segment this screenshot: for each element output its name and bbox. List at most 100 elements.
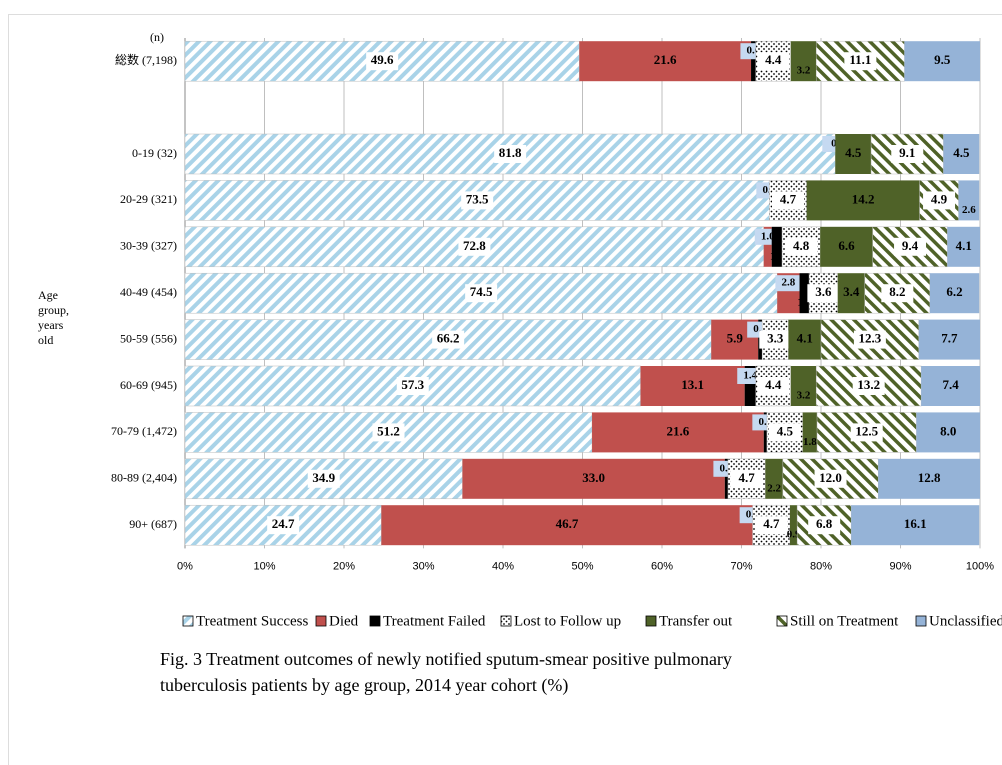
data-label: 73.5 [466, 191, 489, 206]
bar-segment [904, 41, 980, 82]
bar-segment [788, 319, 821, 360]
bar-segment [579, 41, 752, 82]
data-label: 8.2 [889, 284, 905, 299]
label-box [267, 516, 300, 535]
label-box [768, 423, 801, 442]
label-box [785, 237, 818, 256]
data-label: 4.9 [931, 191, 948, 206]
data-label: 1.8 [803, 436, 817, 448]
data-label: 4.7 [780, 191, 797, 206]
y-tick-label: 20-29 (321) [120, 192, 177, 206]
legend-label: Unclassified [929, 613, 1002, 629]
label-box [844, 52, 877, 71]
label-box [432, 330, 465, 349]
bar-segment [790, 41, 817, 82]
label-box [755, 516, 788, 535]
x-tick-label: 0% [177, 560, 193, 572]
caption: Fig. 3 Treatment outcomes of newly notif… [160, 646, 732, 698]
data-label: 34.9 [312, 470, 335, 485]
data-label: 6.2 [946, 284, 962, 299]
legend-label: Died [329, 613, 359, 629]
data-label: 6.6 [838, 238, 855, 253]
bar-segment [763, 412, 767, 453]
y-tick-label: 40-49 (454) [120, 285, 177, 299]
x-tick-label: 90% [889, 560, 911, 572]
data-label: 51.2 [377, 423, 400, 438]
bar-segment [947, 226, 980, 267]
label-box [814, 469, 847, 488]
bar-segment [878, 458, 980, 499]
x-tick-label: 10% [253, 560, 275, 572]
legend-swatch [182, 615, 194, 627]
data-label: 4.8 [793, 238, 810, 253]
data-label: 74.5 [470, 284, 493, 299]
data-label: 9.5 [934, 52, 951, 67]
x-tick-label: 30% [412, 560, 434, 572]
bar-segment [640, 366, 745, 406]
label-box [808, 516, 841, 535]
frame [8, 14, 1002, 765]
legend-swatch [500, 615, 512, 627]
data-label: 1.3 [770, 250, 784, 262]
bar-segment [837, 273, 865, 314]
bar-segment [916, 412, 980, 453]
label-box [465, 284, 498, 303]
label-box [757, 377, 790, 395]
y-tick-label: 0-19 (32) [132, 146, 177, 160]
bar-segment [771, 226, 783, 267]
data-label: 4.5 [953, 145, 970, 160]
data-label: 21.6 [654, 52, 677, 67]
label-box [775, 275, 802, 292]
data-label: 14.2 [852, 191, 875, 206]
data-label: 9.4 [902, 238, 919, 253]
bar-segment [918, 319, 980, 360]
label-box [891, 145, 924, 163]
data-label: 5.9 [727, 331, 744, 346]
bar-segment [943, 134, 980, 174]
legend-label: Transfer out [659, 613, 733, 629]
legend-label: Still on Treatment [790, 613, 899, 629]
data-label: 33.0 [582, 470, 605, 485]
data-label: 13.2 [857, 377, 880, 392]
label-box [759, 330, 792, 349]
caption-line: tuberculosis patients by age group, 2014… [160, 675, 569, 695]
data-label: 72.8 [463, 238, 486, 253]
data-label: 4.7 [739, 470, 756, 485]
y-axis-label: old [38, 333, 53, 347]
label-box [396, 377, 429, 395]
bar-segment [790, 366, 817, 406]
y-tick-label: 90+ (687) [129, 517, 177, 531]
bar-segment [592, 412, 764, 453]
data-label: 11.1 [849, 52, 871, 67]
bar-segment [765, 458, 783, 499]
legend-swatch [315, 615, 327, 627]
data-label: 7.4 [942, 377, 959, 392]
legend-swatch [645, 615, 657, 627]
bar-segment [751, 41, 756, 82]
y-tick-label: 30-39 (327) [120, 239, 177, 253]
data-label: 4.7 [763, 516, 780, 531]
legend-label: Treatment Success [196, 613, 309, 629]
data-label: 2.2 [767, 482, 781, 494]
data-label: 1.4 [743, 370, 757, 382]
bar-segment [462, 458, 725, 499]
data-label: 6.8 [816, 516, 833, 531]
data-label: 1.0 [761, 230, 775, 242]
data-label: 7.7 [941, 331, 958, 346]
data-label: 3.3 [767, 331, 784, 346]
data-label: 12.5 [855, 423, 878, 438]
data-label: 4.1 [797, 331, 813, 346]
bar-segment [921, 366, 980, 406]
data-label: 2.6 [962, 204, 976, 216]
data-label: 4.4 [765, 377, 782, 392]
bar-segment [724, 458, 728, 499]
bar-segment [763, 226, 772, 267]
legend-label: Treatment Failed [383, 613, 486, 629]
legend-label: Lost to Follow up [514, 613, 621, 629]
data-label: 24.7 [272, 516, 295, 531]
label-box [730, 469, 763, 488]
label-box [458, 237, 491, 256]
bar-segment [806, 180, 920, 221]
label-box [757, 52, 790, 71]
